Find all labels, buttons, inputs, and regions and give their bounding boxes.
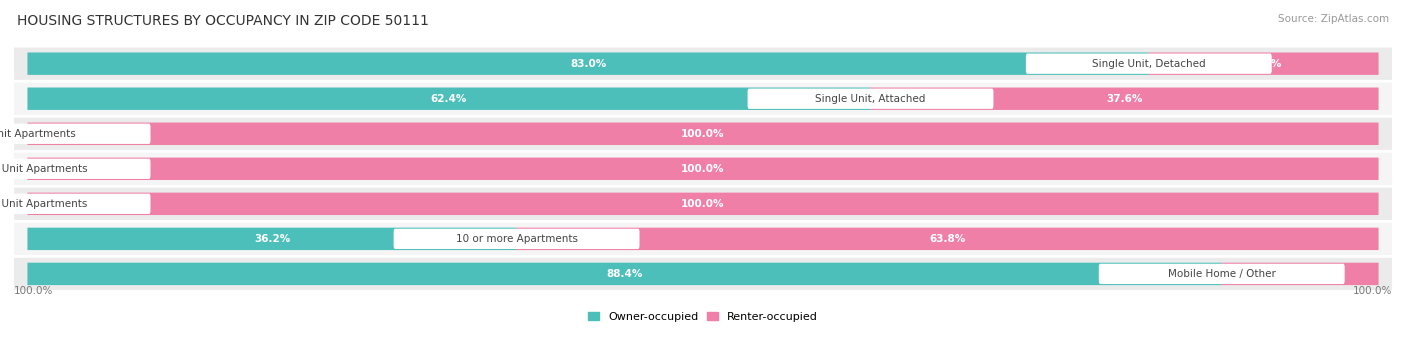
FancyBboxPatch shape [1026,54,1271,74]
Text: HOUSING STRUCTURES BY OCCUPANCY IN ZIP CODE 50111: HOUSING STRUCTURES BY OCCUPANCY IN ZIP C… [17,14,429,28]
FancyBboxPatch shape [1099,264,1344,284]
FancyBboxPatch shape [0,194,150,214]
Text: Single Unit, Attached: Single Unit, Attached [815,94,925,104]
Text: Single Unit, Detached: Single Unit, Detached [1092,59,1205,69]
Text: 100.0%: 100.0% [1353,286,1392,296]
FancyBboxPatch shape [0,123,150,144]
Text: Source: ZipAtlas.com: Source: ZipAtlas.com [1278,14,1389,24]
Text: 10 or more Apartments: 10 or more Apartments [456,234,578,244]
FancyBboxPatch shape [0,159,150,179]
FancyBboxPatch shape [14,48,1392,80]
FancyBboxPatch shape [1222,263,1378,285]
Text: 62.4%: 62.4% [430,94,467,104]
FancyBboxPatch shape [14,188,1392,220]
Text: 100.0%: 100.0% [682,129,724,139]
FancyBboxPatch shape [516,228,1378,250]
Text: 3 or 4 Unit Apartments: 3 or 4 Unit Apartments [0,164,87,174]
Text: Mobile Home / Other: Mobile Home / Other [1168,269,1275,279]
Text: 5 to 9 Unit Apartments: 5 to 9 Unit Apartments [0,199,87,209]
FancyBboxPatch shape [14,118,1392,150]
FancyBboxPatch shape [394,229,640,249]
Legend: Owner-occupied, Renter-occupied: Owner-occupied, Renter-occupied [588,312,818,322]
FancyBboxPatch shape [14,223,1392,255]
Text: 63.8%: 63.8% [929,234,966,244]
Text: 17.0%: 17.0% [1246,59,1282,69]
Text: 100.0%: 100.0% [682,164,724,174]
FancyBboxPatch shape [14,153,1392,185]
FancyBboxPatch shape [748,89,994,109]
Text: 2 Unit Apartments: 2 Unit Apartments [0,129,76,139]
FancyBboxPatch shape [1149,53,1378,75]
FancyBboxPatch shape [870,88,1378,110]
Text: 88.4%: 88.4% [606,269,643,279]
FancyBboxPatch shape [28,158,1378,180]
Text: 36.2%: 36.2% [254,234,290,244]
Text: 100.0%: 100.0% [682,199,724,209]
FancyBboxPatch shape [14,83,1392,115]
FancyBboxPatch shape [28,193,1378,215]
Text: 100.0%: 100.0% [14,286,53,296]
FancyBboxPatch shape [28,88,870,110]
Text: 37.6%: 37.6% [1107,94,1143,104]
FancyBboxPatch shape [28,228,517,250]
FancyBboxPatch shape [28,263,1222,285]
FancyBboxPatch shape [28,53,1149,75]
Text: 11.6%: 11.6% [1282,269,1319,279]
FancyBboxPatch shape [28,122,1378,145]
FancyBboxPatch shape [14,258,1392,290]
Text: 83.0%: 83.0% [569,59,606,69]
